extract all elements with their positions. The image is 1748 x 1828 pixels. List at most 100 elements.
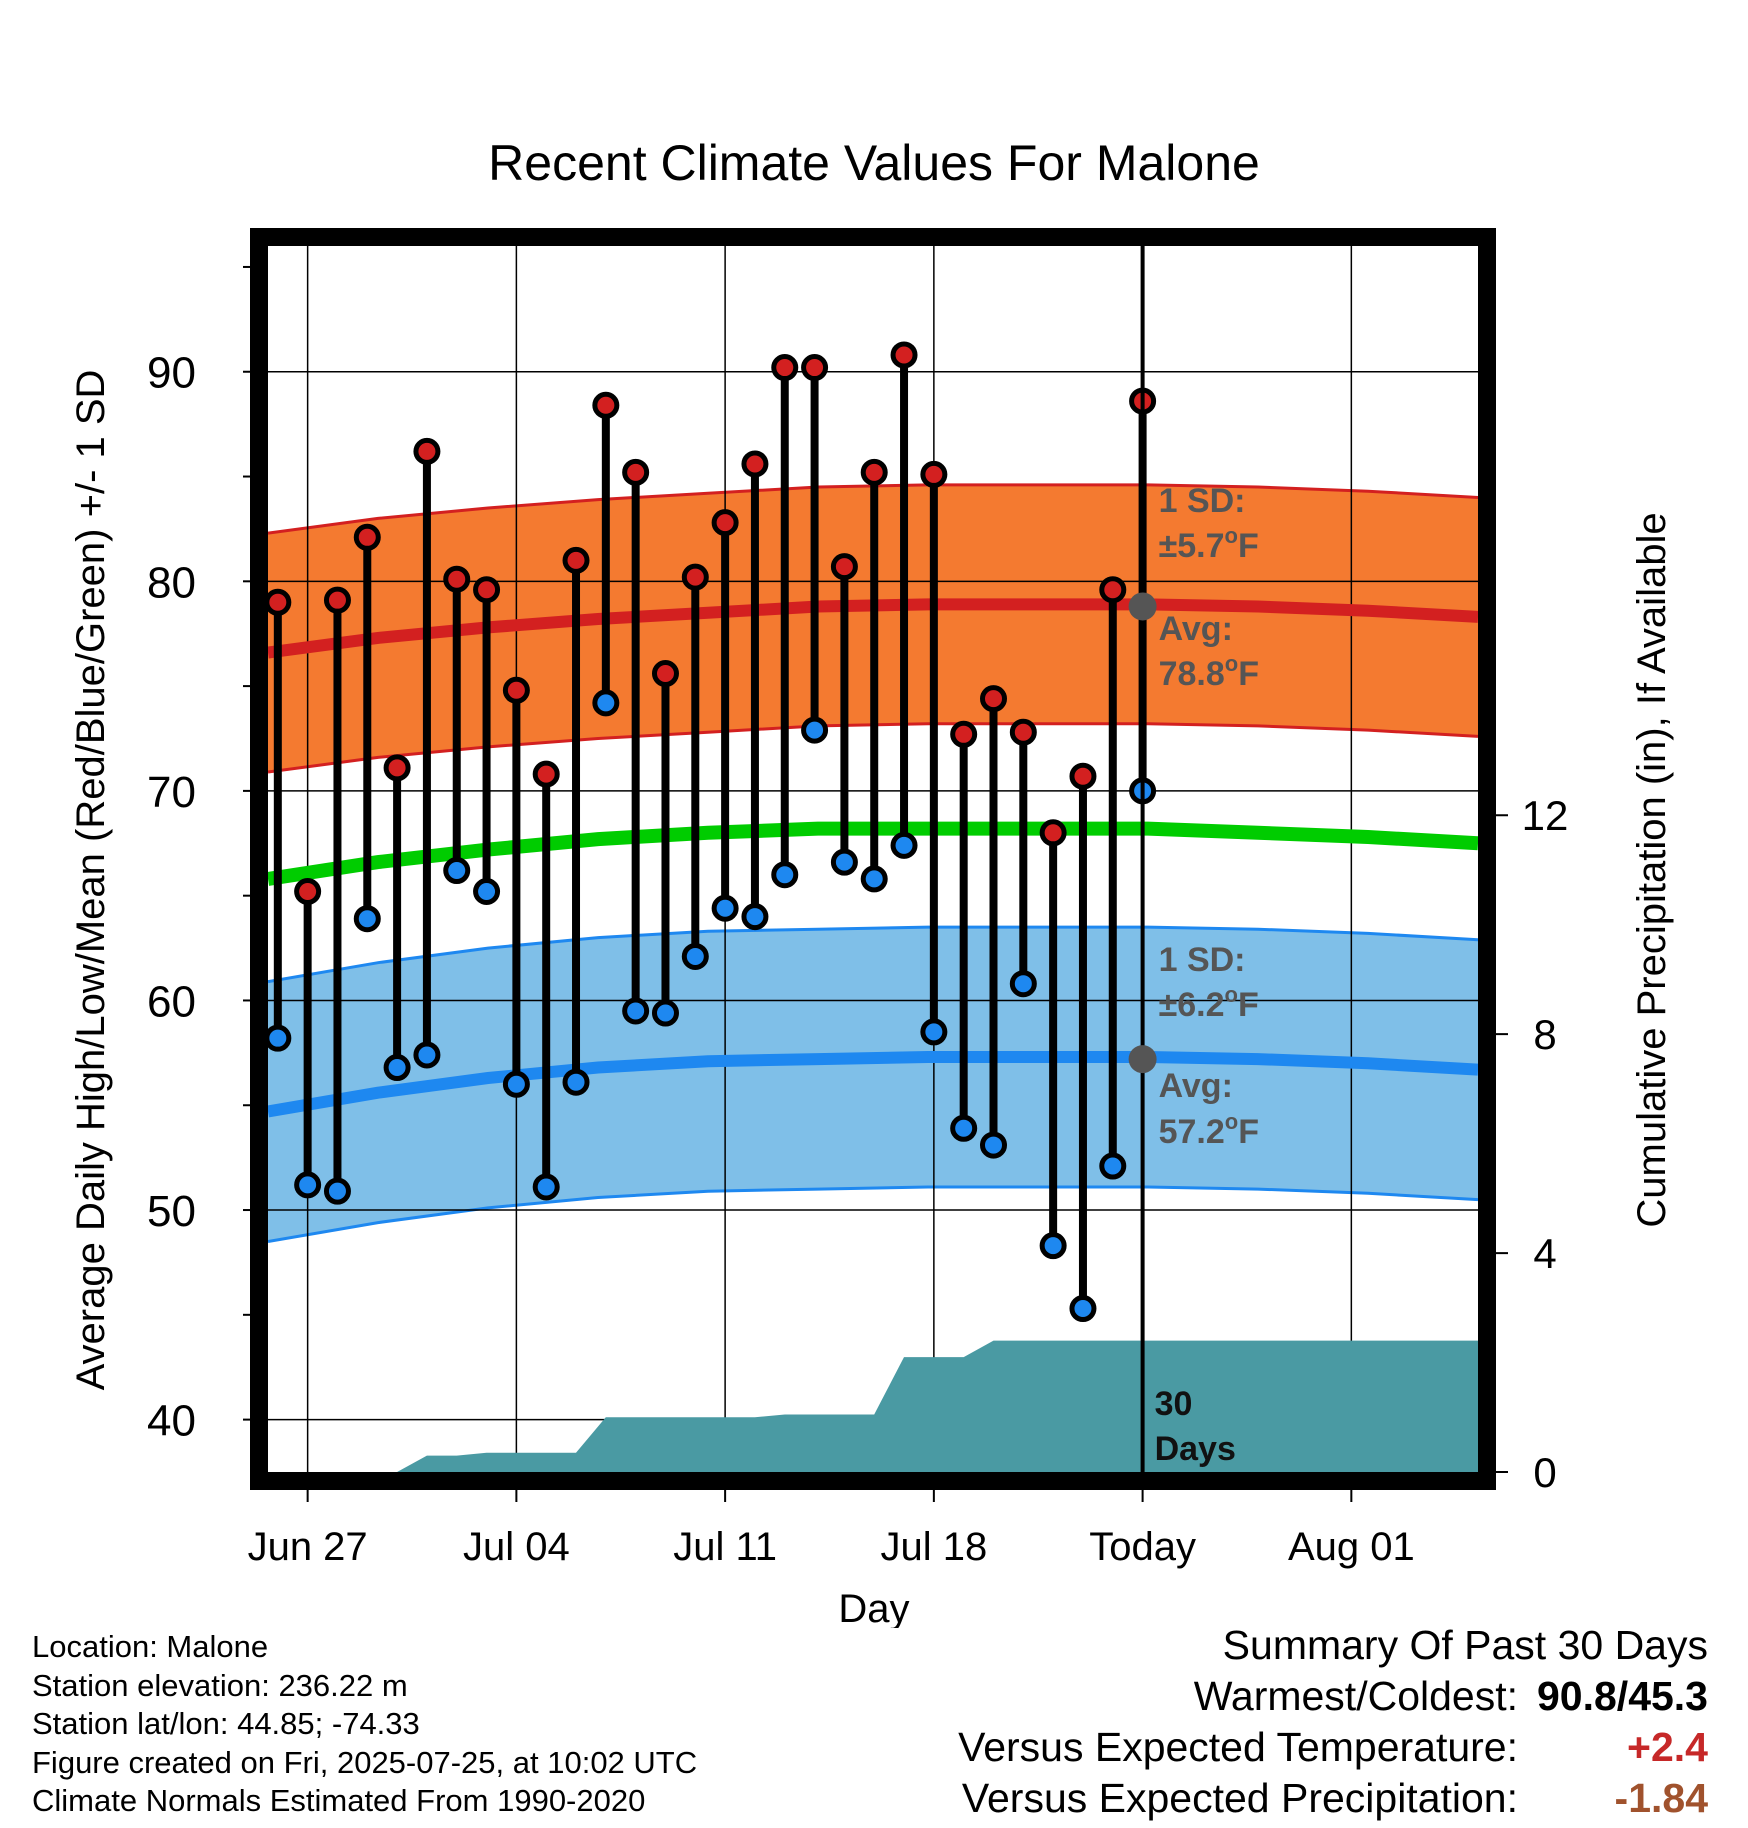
daily-high-point bbox=[920, 460, 948, 488]
daily-low-point bbox=[1069, 1295, 1097, 1323]
warmest-value: 90.8/45.3 bbox=[1537, 1673, 1708, 1719]
daily-high-point bbox=[592, 391, 620, 419]
daily-low-point bbox=[502, 1070, 530, 1098]
daily-high-point bbox=[1039, 819, 1067, 847]
daily-low-point bbox=[950, 1114, 978, 1142]
daily-low-point bbox=[681, 942, 709, 970]
normal-low-line bbox=[268, 1051, 1478, 1118]
y-tick-label: 40 bbox=[147, 1397, 196, 1446]
daily-low-point bbox=[651, 999, 679, 1027]
x-tick-label: Jul 11 bbox=[673, 1525, 777, 1569]
daily-high-point bbox=[801, 354, 829, 382]
x-axis-label: Day bbox=[838, 1587, 909, 1628]
temp-label: Versus Expected Temperature: bbox=[958, 1724, 1518, 1770]
station-info: Location: Malone Station elevation: 236.… bbox=[32, 1628, 697, 1821]
daily-low-point bbox=[532, 1173, 560, 1201]
daily-high-point bbox=[830, 553, 858, 581]
y-right-tick-label: 0 bbox=[1533, 1449, 1556, 1496]
y-axis-label: Average Daily High/Low/Mean (Red/Blue/Gr… bbox=[69, 370, 113, 1391]
daily-low-point bbox=[562, 1068, 590, 1096]
low-sd-upper-edge bbox=[268, 925, 1478, 984]
precip-label: Versus Expected Precipitation: bbox=[961, 1775, 1518, 1821]
precipitation-area bbox=[268, 1340, 1478, 1472]
daily-low-point bbox=[413, 1041, 441, 1069]
x-tick-label: Jun 27 bbox=[248, 1525, 368, 1569]
climate-chart: Recent Climate Values For Malone 1 SD:±5… bbox=[69, 135, 1674, 1628]
daily-low-point bbox=[383, 1054, 411, 1082]
low-sd-label: 1 SD: bbox=[1159, 941, 1246, 979]
daily-low-point bbox=[920, 1018, 948, 1046]
summary-warmest-row: Warmest/Coldest: 90.8/45.3 bbox=[958, 1671, 1708, 1722]
daily-low-point bbox=[323, 1177, 351, 1205]
high-avg-value: 78.8oF bbox=[1159, 651, 1259, 693]
y-tick-label: 70 bbox=[147, 768, 196, 817]
created-text: Figure created on Fri, 2025-07-25, at 10… bbox=[32, 1744, 698, 1780]
summary-precip-row: Versus Expected Precipitation: -1.84 bbox=[958, 1773, 1708, 1824]
daily-high-point bbox=[383, 754, 411, 782]
axes: 40 50 60 70 80 90 0 4 8 12 Jun 27 Jul 04 Jul 11 Jul 1… bbox=[147, 265, 1569, 1569]
daily-high-point bbox=[711, 509, 739, 537]
elevation-text: Station elevation: 236.22 m bbox=[32, 1667, 408, 1703]
high-sd-label: 1 SD: bbox=[1159, 482, 1246, 520]
y-axis-right-label: Cumulative Precipitation (in), If Availa… bbox=[1630, 512, 1674, 1227]
daily-low-point bbox=[1009, 970, 1037, 998]
daily-low-point bbox=[443, 857, 471, 885]
daily-low-point bbox=[771, 861, 799, 889]
daily-low-point bbox=[1099, 1152, 1127, 1180]
plot-frame bbox=[250, 228, 1496, 1490]
daily-low-point bbox=[741, 903, 769, 931]
daily-low-point bbox=[980, 1131, 1007, 1159]
y-right-tick-label: 4 bbox=[1533, 1230, 1556, 1277]
latlon-text: Station lat/lon: 44.85; -74.33 bbox=[32, 1706, 420, 1741]
normals-text: Climate Normals Estimated From 1990-2020 bbox=[32, 1783, 646, 1818]
y-right-tick-label: 12 bbox=[1522, 792, 1569, 839]
daily-high-point bbox=[294, 877, 322, 905]
daily-low-point bbox=[353, 905, 381, 933]
daily-high-point bbox=[860, 458, 888, 486]
low-sd-value: ±6.2oF bbox=[1159, 982, 1259, 1024]
daily-high-point bbox=[323, 586, 351, 614]
summary-panel: Summary Of Past 30 Days Warmest/Coldest:… bbox=[958, 1620, 1708, 1824]
daily-high-point bbox=[502, 676, 530, 704]
high-avg-marker bbox=[1128, 592, 1157, 621]
temp-value: +2.4 bbox=[1627, 1724, 1708, 1770]
y-tick-label: 50 bbox=[147, 1187, 196, 1236]
low-avg-marker bbox=[1128, 1045, 1157, 1074]
daily-high-point bbox=[353, 523, 381, 551]
daily-low-point bbox=[294, 1171, 322, 1199]
x-tick-label: Jul 18 bbox=[880, 1525, 987, 1569]
daily-low-point bbox=[830, 848, 858, 876]
daily-low-point bbox=[264, 1024, 292, 1052]
summary-temp-row: Versus Expected Temperature: +2.4 bbox=[958, 1722, 1708, 1773]
daily-high-point bbox=[950, 720, 978, 748]
daily-high-point bbox=[890, 341, 918, 369]
daily-high-point bbox=[980, 685, 1007, 713]
low-avg-label: Avg: bbox=[1159, 1067, 1233, 1105]
daily-high-point bbox=[651, 660, 679, 688]
daily-low-point bbox=[622, 997, 650, 1025]
high-avg-label: Avg: bbox=[1159, 610, 1233, 648]
daily-high-point bbox=[264, 588, 292, 616]
x-tick-label: Today bbox=[1089, 1525, 1196, 1569]
daily-low-point bbox=[860, 865, 888, 893]
precip-area bbox=[268, 1340, 1478, 1472]
x-tick-label: Aug 01 bbox=[1288, 1525, 1415, 1569]
daily-high-point bbox=[413, 437, 441, 465]
daily-high-point bbox=[473, 576, 501, 604]
daily-high-point bbox=[1069, 762, 1097, 790]
y-tick-label: 80 bbox=[147, 558, 196, 607]
low-avg-value: 57.2oF bbox=[1159, 1109, 1259, 1151]
daily-low-point bbox=[711, 894, 739, 922]
precip-days-label-line1: 30 bbox=[1155, 1385, 1193, 1423]
y-tick-label: 90 bbox=[147, 349, 196, 398]
low-sd-band bbox=[268, 927, 1478, 1242]
daily-high-point bbox=[771, 354, 799, 382]
x-tick-label: Jul 04 bbox=[463, 1525, 570, 1569]
daily-high-point bbox=[532, 760, 560, 788]
summary-heading: Summary Of Past 30 Days bbox=[1222, 1622, 1708, 1668]
daily-high-point bbox=[562, 546, 590, 574]
location-text: Location: Malone bbox=[32, 1629, 269, 1664]
daily-low-point bbox=[890, 831, 918, 859]
daily-low-point bbox=[801, 716, 829, 744]
